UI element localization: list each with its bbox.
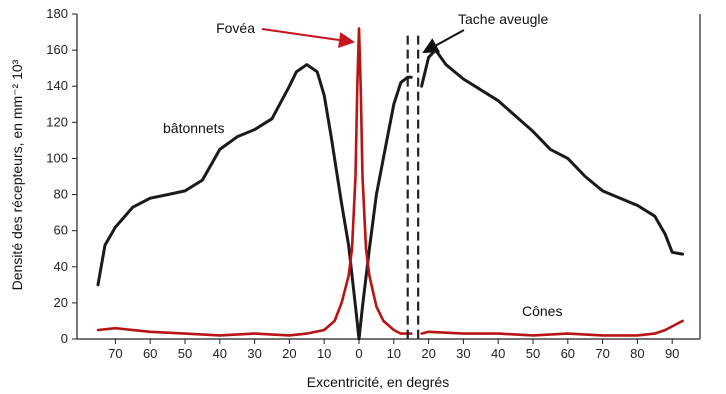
x-axis-title: Excentricité, en degrés xyxy=(307,374,449,390)
x-tick-label: 80 xyxy=(630,346,644,361)
x-tick-label: 20 xyxy=(421,346,435,361)
x-tick-label: 70 xyxy=(595,346,609,361)
y-tick-label: 80 xyxy=(54,187,68,202)
x-tick-label: 40 xyxy=(213,346,227,361)
x-tick-label: 40 xyxy=(491,346,505,361)
y-tick-label: 120 xyxy=(46,114,68,129)
x-tick-label: 50 xyxy=(526,346,540,361)
annotation-label-3: Cônes xyxy=(522,303,562,319)
rods-line-0 xyxy=(96,63,413,341)
y-tick-label: 20 xyxy=(54,295,68,310)
x-tick-label: 60 xyxy=(561,346,575,361)
annotation-label-1: Tache aveugle xyxy=(458,11,549,27)
y-tick-label: 180 xyxy=(46,6,68,21)
y-tick-label: 40 xyxy=(54,259,68,274)
annotations: Fovéa Tache aveugle bâtonnets Cônes xyxy=(163,11,562,339)
axes xyxy=(76,14,701,340)
x-tick-label: 10 xyxy=(317,346,331,361)
x-tick-label: 0 xyxy=(355,346,362,361)
series xyxy=(96,27,685,341)
cones-line-3 xyxy=(420,319,684,337)
blind-spot-arrow xyxy=(422,29,465,53)
y-tick-label: 140 xyxy=(46,78,68,93)
y-tick-label: 0 xyxy=(61,331,68,346)
annotation-label-2: bâtonnets xyxy=(163,120,225,136)
x-tick-label: 70 xyxy=(108,346,122,361)
y-axis-title: Densité des récepteurs, en mm⁻² 10³ xyxy=(9,59,25,290)
x-tick-label: 50 xyxy=(178,346,192,361)
fovea-arrow xyxy=(261,28,355,48)
x-tick-label: 10 xyxy=(387,346,401,361)
rods-line-1 xyxy=(420,48,685,256)
x-tick-label: 30 xyxy=(247,346,261,361)
x-tick-label: 60 xyxy=(143,346,157,361)
x-tick-label: 90 xyxy=(665,346,679,361)
cones-line-2 xyxy=(96,27,413,337)
x-tick-label: 20 xyxy=(282,346,296,361)
x-tick-label: 30 xyxy=(456,346,470,361)
y-tick-label: 160 xyxy=(46,42,68,57)
annotation-label-0: Fovéa xyxy=(216,20,255,36)
y-tick-label: 100 xyxy=(46,150,68,165)
y-tick-label: 60 xyxy=(54,223,68,238)
